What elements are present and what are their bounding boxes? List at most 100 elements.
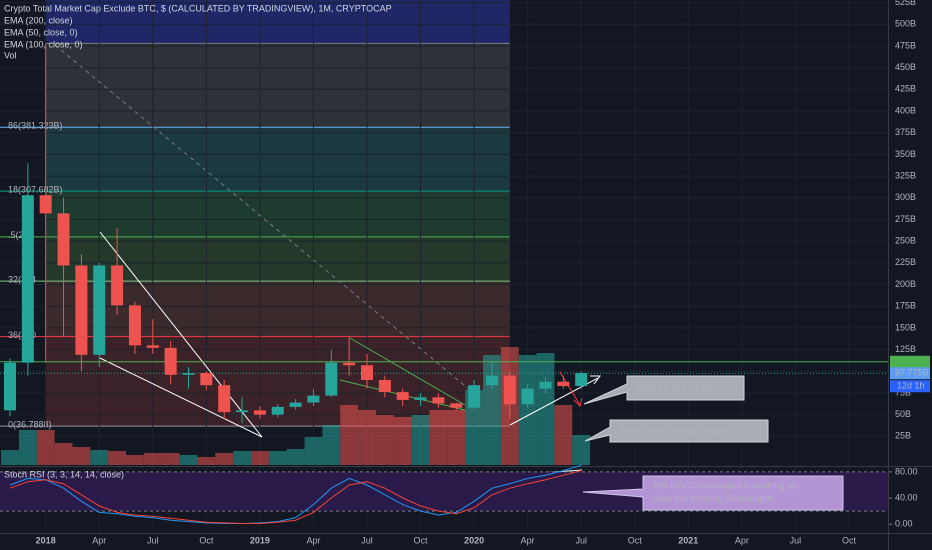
x-tick-label: 2019: [250, 535, 270, 545]
trend-line: [349, 337, 466, 406]
y-tick-label: 325B: [895, 170, 916, 180]
candle-body: [485, 375, 498, 386]
y-tick-label: 75B: [895, 387, 911, 397]
fib-upper-zone: [45, 43, 510, 128]
volume-bar: [233, 451, 251, 465]
fib-label: 0(36.7888): [8, 420, 52, 430]
x-tick-label: Apr: [735, 535, 749, 545]
indicator-label: EMA (50, close, 0): [4, 27, 78, 37]
x-tick-label: 2021: [678, 535, 698, 545]
volume-bar: [1, 450, 19, 465]
callout-box: [583, 375, 745, 405]
candle-body: [128, 305, 141, 346]
trend-line: [54, 44, 471, 391]
candle-body: [253, 410, 266, 415]
x-tick-label: Jul: [575, 535, 587, 545]
y-tick-label: 475B: [895, 40, 916, 50]
volume-bar: [429, 410, 448, 465]
indicator-label: EMA (100, close, 0): [4, 39, 83, 49]
volume-bar: [340, 405, 359, 465]
candle-body: [521, 388, 534, 405]
volume-bar: [268, 451, 287, 465]
fib-zone: [45, 191, 510, 237]
volume-bar: [393, 417, 412, 465]
y-tick-label: 275B: [895, 214, 916, 224]
x-tick-label: 2020: [464, 535, 484, 545]
candle-body: [575, 373, 588, 387]
arrow-head: [573, 397, 583, 407]
volume-bar: [161, 453, 180, 465]
y-tick-label: 0.00: [895, 519, 913, 529]
y-tick-label: 225B: [895, 257, 916, 267]
indicator-label: EMA (200, close): [4, 15, 73, 25]
candle-body: [111, 265, 124, 306]
oscillator-line: [9, 464, 582, 524]
candle-body: [378, 379, 391, 393]
y-tick-label: 50B: [895, 409, 911, 419]
candle-body: [539, 381, 552, 389]
volume-bar: [197, 457, 216, 465]
volume-bar: [179, 455, 198, 465]
y-tick-label: 500B: [895, 19, 916, 29]
y-tick-label: 350B: [895, 149, 916, 159]
callout-box: [582, 475, 844, 511]
arrow-head: [590, 375, 601, 385]
oscillator-line: [9, 470, 582, 524]
fib-zone: [45, 127, 510, 192]
volume-bar: [251, 451, 269, 465]
volume-bar: [447, 410, 466, 465]
countdown-tag: [890, 380, 930, 393]
candle-body: [503, 375, 516, 405]
candle-body: [396, 392, 409, 400]
candle-body: [343, 362, 356, 366]
candle-body: [361, 365, 373, 380]
candle-body: [75, 265, 88, 355]
volume-bar: [126, 455, 144, 465]
chart-title: Crypto Total Market Cap Exclude BTC, $ (…: [4, 3, 392, 13]
candle-body: [57, 213, 70, 266]
fib-top-zone: [45, 0, 510, 44]
callout-box: [584, 419, 769, 443]
volume-bar: [572, 435, 591, 465]
x-tick-label: Oct: [199, 535, 214, 545]
x-tick-label: Apr: [521, 535, 535, 545]
callout-text: EMA 50 @ 63.5 Bil: [637, 382, 713, 392]
oscillator-title: Stoch RSI (3, 3, 14, 14, close): [4, 469, 124, 479]
y-tick-label: 125B: [895, 344, 916, 354]
y-tick-label: 525B: [895, 0, 916, 7]
y-tick-label: 450B: [895, 62, 916, 72]
volume-bar: [411, 415, 430, 465]
x-tick-label: Jul: [361, 535, 373, 545]
indicator-label: Vol: [4, 50, 17, 60]
candle-body: [450, 403, 463, 408]
fib-label: 86(381.323B): [8, 121, 63, 131]
y-tick-label: 375B: [895, 127, 916, 137]
countdown-label: 12d 1h: [897, 381, 925, 391]
callout-text: RSI MACD seperation is pushing up: [653, 480, 797, 490]
callout-text: price but entering Overbought: [653, 493, 773, 503]
candle-body: [21, 195, 34, 363]
candle-body: [468, 385, 481, 408]
candle-body: [289, 402, 302, 407]
last-price-tag: [890, 367, 930, 380]
y-tick-label: 150B: [895, 322, 916, 332]
level-tag: [890, 355, 930, 368]
candle-body: [146, 345, 159, 348]
candle-body: [325, 362, 338, 396]
x-tick-label: Oct: [414, 535, 429, 545]
x-tick-label: Jul: [790, 535, 802, 545]
candle-body: [557, 381, 570, 387]
volume-bar: [90, 450, 109, 465]
candle-body: [39, 195, 52, 214]
wedge-line: [99, 231, 263, 438]
header: Crypto Total Market Cap Exclude BTC, $ (…: [4, 3, 392, 479]
volume-bar: [322, 425, 341, 465]
last-price-label: 97.775B: [895, 368, 929, 378]
callout-text: Bear Div on Montly Volume: [620, 425, 729, 435]
candle-body: [432, 397, 445, 404]
volume-bar: [304, 437, 323, 465]
x-tick-label: Oct: [842, 535, 857, 545]
volume-bar: [358, 410, 376, 465]
candle-body: [236, 410, 249, 413]
